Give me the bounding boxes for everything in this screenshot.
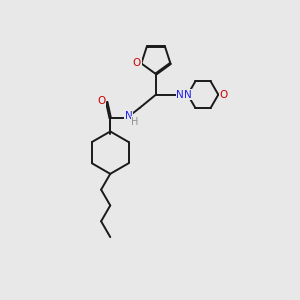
Text: N: N bbox=[184, 90, 192, 100]
Text: O: O bbox=[97, 95, 106, 106]
Text: N: N bbox=[176, 90, 184, 100]
Text: N: N bbox=[125, 111, 133, 121]
Text: O: O bbox=[220, 90, 228, 100]
Text: O: O bbox=[133, 58, 141, 68]
Text: H: H bbox=[131, 117, 138, 127]
